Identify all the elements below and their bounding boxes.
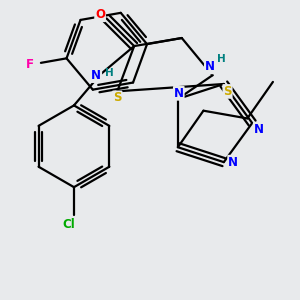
Text: H: H (217, 54, 225, 64)
Text: F: F (26, 58, 34, 71)
Text: N: N (205, 60, 215, 74)
Text: S: S (113, 91, 122, 104)
Text: N: N (91, 69, 101, 82)
Text: O: O (95, 8, 105, 21)
Text: H: H (105, 68, 114, 78)
Text: N: N (228, 156, 238, 169)
Text: Cl: Cl (62, 218, 75, 231)
Text: S: S (223, 85, 232, 98)
Text: N: N (174, 87, 184, 100)
Text: N: N (254, 123, 264, 136)
